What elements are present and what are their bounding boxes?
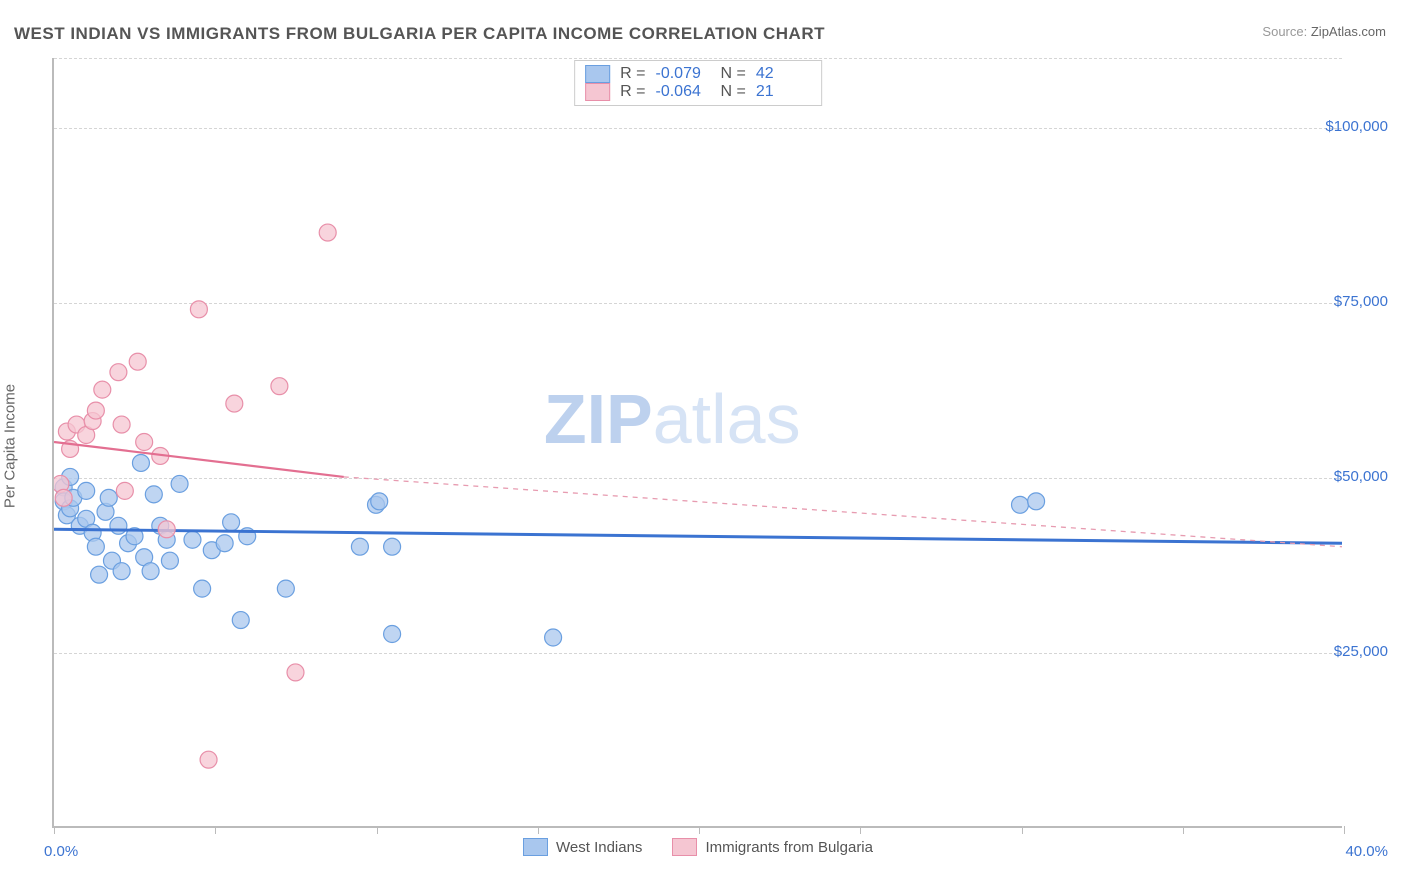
data-point xyxy=(171,475,188,492)
data-point xyxy=(1028,493,1045,510)
x-end-label: 40.0% xyxy=(1345,843,1388,860)
data-point xyxy=(100,489,117,506)
data-point xyxy=(78,482,95,499)
trend-line-dashed xyxy=(344,477,1342,547)
x-tick-mark xyxy=(54,826,55,834)
legend-label-series-2: Immigrants from Bulgaria xyxy=(705,839,873,856)
data-point xyxy=(113,416,130,433)
legend-swatch-series-2 xyxy=(585,83,610,101)
data-point xyxy=(158,521,175,538)
data-point xyxy=(55,489,72,506)
source-attribution: Source: ZipAtlas.com xyxy=(1262,24,1386,39)
data-point xyxy=(145,486,162,503)
data-point xyxy=(1012,496,1029,513)
legend-swatch-series-2-bottom xyxy=(672,838,697,856)
data-point xyxy=(226,395,243,412)
n-value-series-1: 42 xyxy=(756,65,811,83)
r-value-series-2: -0.064 xyxy=(656,83,711,101)
data-point xyxy=(87,402,104,419)
data-point xyxy=(319,224,336,241)
legend-row-series-1: R = -0.079 N = 42 xyxy=(585,65,811,83)
data-point xyxy=(129,353,146,370)
x-tick-mark xyxy=(1183,826,1184,834)
data-point xyxy=(91,566,108,583)
data-point xyxy=(142,563,159,580)
n-value-series-2: 21 xyxy=(756,83,811,101)
data-point xyxy=(384,626,401,643)
r-value-series-1: -0.079 xyxy=(656,65,711,83)
scatter-svg xyxy=(54,58,1342,826)
legend-row-series-2: R = -0.064 N = 21 xyxy=(585,83,811,101)
source-value: ZipAtlas.com xyxy=(1311,24,1386,39)
legend-item-series-2: Immigrants from Bulgaria xyxy=(672,838,873,856)
data-point xyxy=(216,535,233,552)
data-point xyxy=(271,378,288,395)
data-point xyxy=(223,514,240,531)
r-label: R = xyxy=(620,83,645,101)
legend-item-series-1: West Indians xyxy=(523,838,642,856)
x-tick-mark xyxy=(538,826,539,834)
r-label: R = xyxy=(620,65,645,83)
x-tick-mark xyxy=(215,826,216,834)
x-tick-mark xyxy=(1022,826,1023,834)
y-axis-label: Per Capita Income xyxy=(2,384,19,508)
data-point xyxy=(545,629,562,646)
chart-title: WEST INDIAN VS IMMIGRANTS FROM BULGARIA … xyxy=(14,24,825,44)
series-legend: West Indians Immigrants from Bulgaria xyxy=(523,838,873,856)
data-point xyxy=(116,482,133,499)
data-point xyxy=(194,580,211,597)
source-label: Source: xyxy=(1262,24,1307,39)
n-label: N = xyxy=(721,65,746,83)
data-point xyxy=(351,538,368,555)
data-point xyxy=(110,517,127,534)
x-tick-mark xyxy=(377,826,378,834)
x-start-label: 0.0% xyxy=(44,843,78,860)
data-point xyxy=(200,751,217,768)
data-point xyxy=(232,612,249,629)
data-point xyxy=(113,563,130,580)
x-tick-mark xyxy=(860,826,861,834)
x-tick-mark xyxy=(1344,826,1345,834)
data-point xyxy=(94,381,111,398)
data-point xyxy=(184,531,201,548)
legend-label-series-1: West Indians xyxy=(556,839,642,856)
data-point xyxy=(287,664,304,681)
n-label: N = xyxy=(721,83,746,101)
data-point xyxy=(277,580,294,597)
x-tick-mark xyxy=(699,826,700,834)
legend-swatch-series-1 xyxy=(585,65,610,83)
data-point xyxy=(384,538,401,555)
data-point xyxy=(136,434,153,451)
data-point xyxy=(87,538,104,555)
trend-line xyxy=(54,442,344,477)
correlation-legend: R = -0.079 N = 42 R = -0.064 N = 21 xyxy=(574,60,822,106)
data-point xyxy=(110,364,127,381)
legend-swatch-series-1-bottom xyxy=(523,838,548,856)
data-point xyxy=(132,454,149,471)
chart-plot-area: ZIPatlas R = -0.079 N = 42 R = -0.064 N … xyxy=(52,58,1342,828)
data-point xyxy=(371,493,388,510)
data-point xyxy=(161,552,178,569)
data-point xyxy=(190,301,207,318)
